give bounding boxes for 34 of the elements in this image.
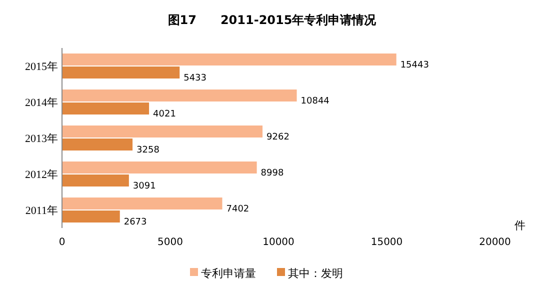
x-axis-title: 件: [514, 219, 526, 232]
y-tick-label: 2015年: [25, 61, 58, 73]
y-tick-label: 2011年: [25, 205, 58, 217]
x-tick-label: 0: [58, 237, 66, 248]
bar: [62, 138, 133, 150]
legend-label: 其中：发明: [288, 267, 343, 280]
data-label: 15443: [400, 60, 429, 70]
bar: [62, 162, 257, 174]
x-tick-label: 5000: [158, 237, 183, 248]
data-label: 3091: [132, 182, 156, 192]
x-tick-label: 10000: [262, 237, 294, 248]
bar: [62, 66, 180, 78]
y-tick-label: 2014年: [25, 97, 58, 109]
legend-label: 专利申请量: [201, 267, 256, 280]
y-tick-label: 2013年: [25, 133, 58, 145]
data-label: 5433: [184, 74, 207, 84]
chart-title: 图17 2011-2015年专利申请情况: [168, 13, 378, 27]
data-label: 9262: [266, 132, 290, 142]
data-label: 8998: [260, 168, 284, 178]
bar: [62, 198, 222, 210]
bar: [62, 54, 396, 66]
bar: [62, 126, 263, 138]
data-label: 7402: [226, 204, 250, 214]
data-label: 4021: [153, 110, 176, 120]
y-tick-label: 2012年: [25, 169, 58, 181]
bar: [62, 102, 150, 114]
x-tick-label: 15000: [370, 237, 403, 248]
x-tick-label: 20000: [479, 237, 511, 248]
data-label: 3258: [136, 146, 160, 156]
bar: [62, 90, 297, 102]
bar: [62, 210, 120, 222]
bar: [62, 174, 129, 186]
data-label: 10844: [300, 96, 330, 106]
data-label: 2673: [124, 218, 147, 228]
